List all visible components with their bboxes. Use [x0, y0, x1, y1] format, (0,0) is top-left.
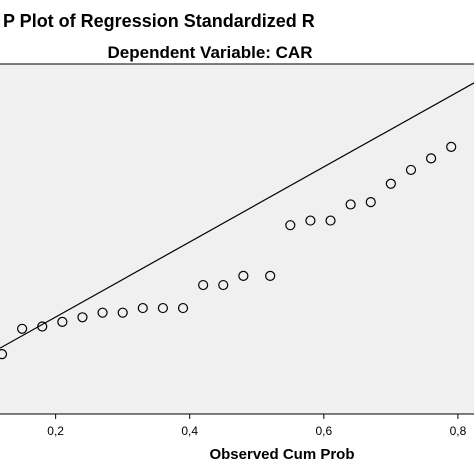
chart-title: P Plot of Regression Standardized R — [3, 11, 315, 31]
data-point — [137, 302, 148, 314]
x-tick-label: 0,2 — [47, 424, 64, 438]
data-point — [157, 302, 169, 314]
data-point — [325, 215, 336, 226]
data-point — [57, 316, 68, 327]
data-point — [17, 323, 28, 334]
data-point — [77, 312, 88, 323]
reference-line — [0, 82, 474, 349]
data-point — [385, 178, 396, 189]
data-point — [218, 279, 229, 291]
data-point — [345, 199, 356, 210]
data-point — [425, 153, 437, 164]
data-points — [0, 141, 457, 360]
data-point — [405, 164, 417, 176]
plot-area — [0, 64, 474, 414]
data-point — [285, 220, 296, 231]
data-point — [238, 270, 249, 281]
x-tick-label: 0,8 — [450, 424, 467, 438]
x-axis-title: Observed Cum Prob — [209, 446, 354, 463]
x-tick-label: 0,6 — [315, 424, 332, 438]
data-point — [265, 270, 276, 281]
data-point — [0, 349, 8, 360]
data-point — [37, 321, 48, 332]
x-tick-label: 0,4 — [181, 424, 198, 438]
data-point — [446, 141, 457, 152]
data-point — [198, 279, 209, 291]
data-point — [365, 197, 376, 208]
x-axis-ticks: 0,2 0,4 0,6 0,8 — [47, 414, 467, 438]
data-point — [117, 307, 128, 318]
chart-subtitle: Dependent Variable: CAR — [108, 43, 313, 62]
data-point — [177, 302, 189, 314]
data-point — [97, 307, 108, 318]
data-point — [305, 215, 316, 226]
